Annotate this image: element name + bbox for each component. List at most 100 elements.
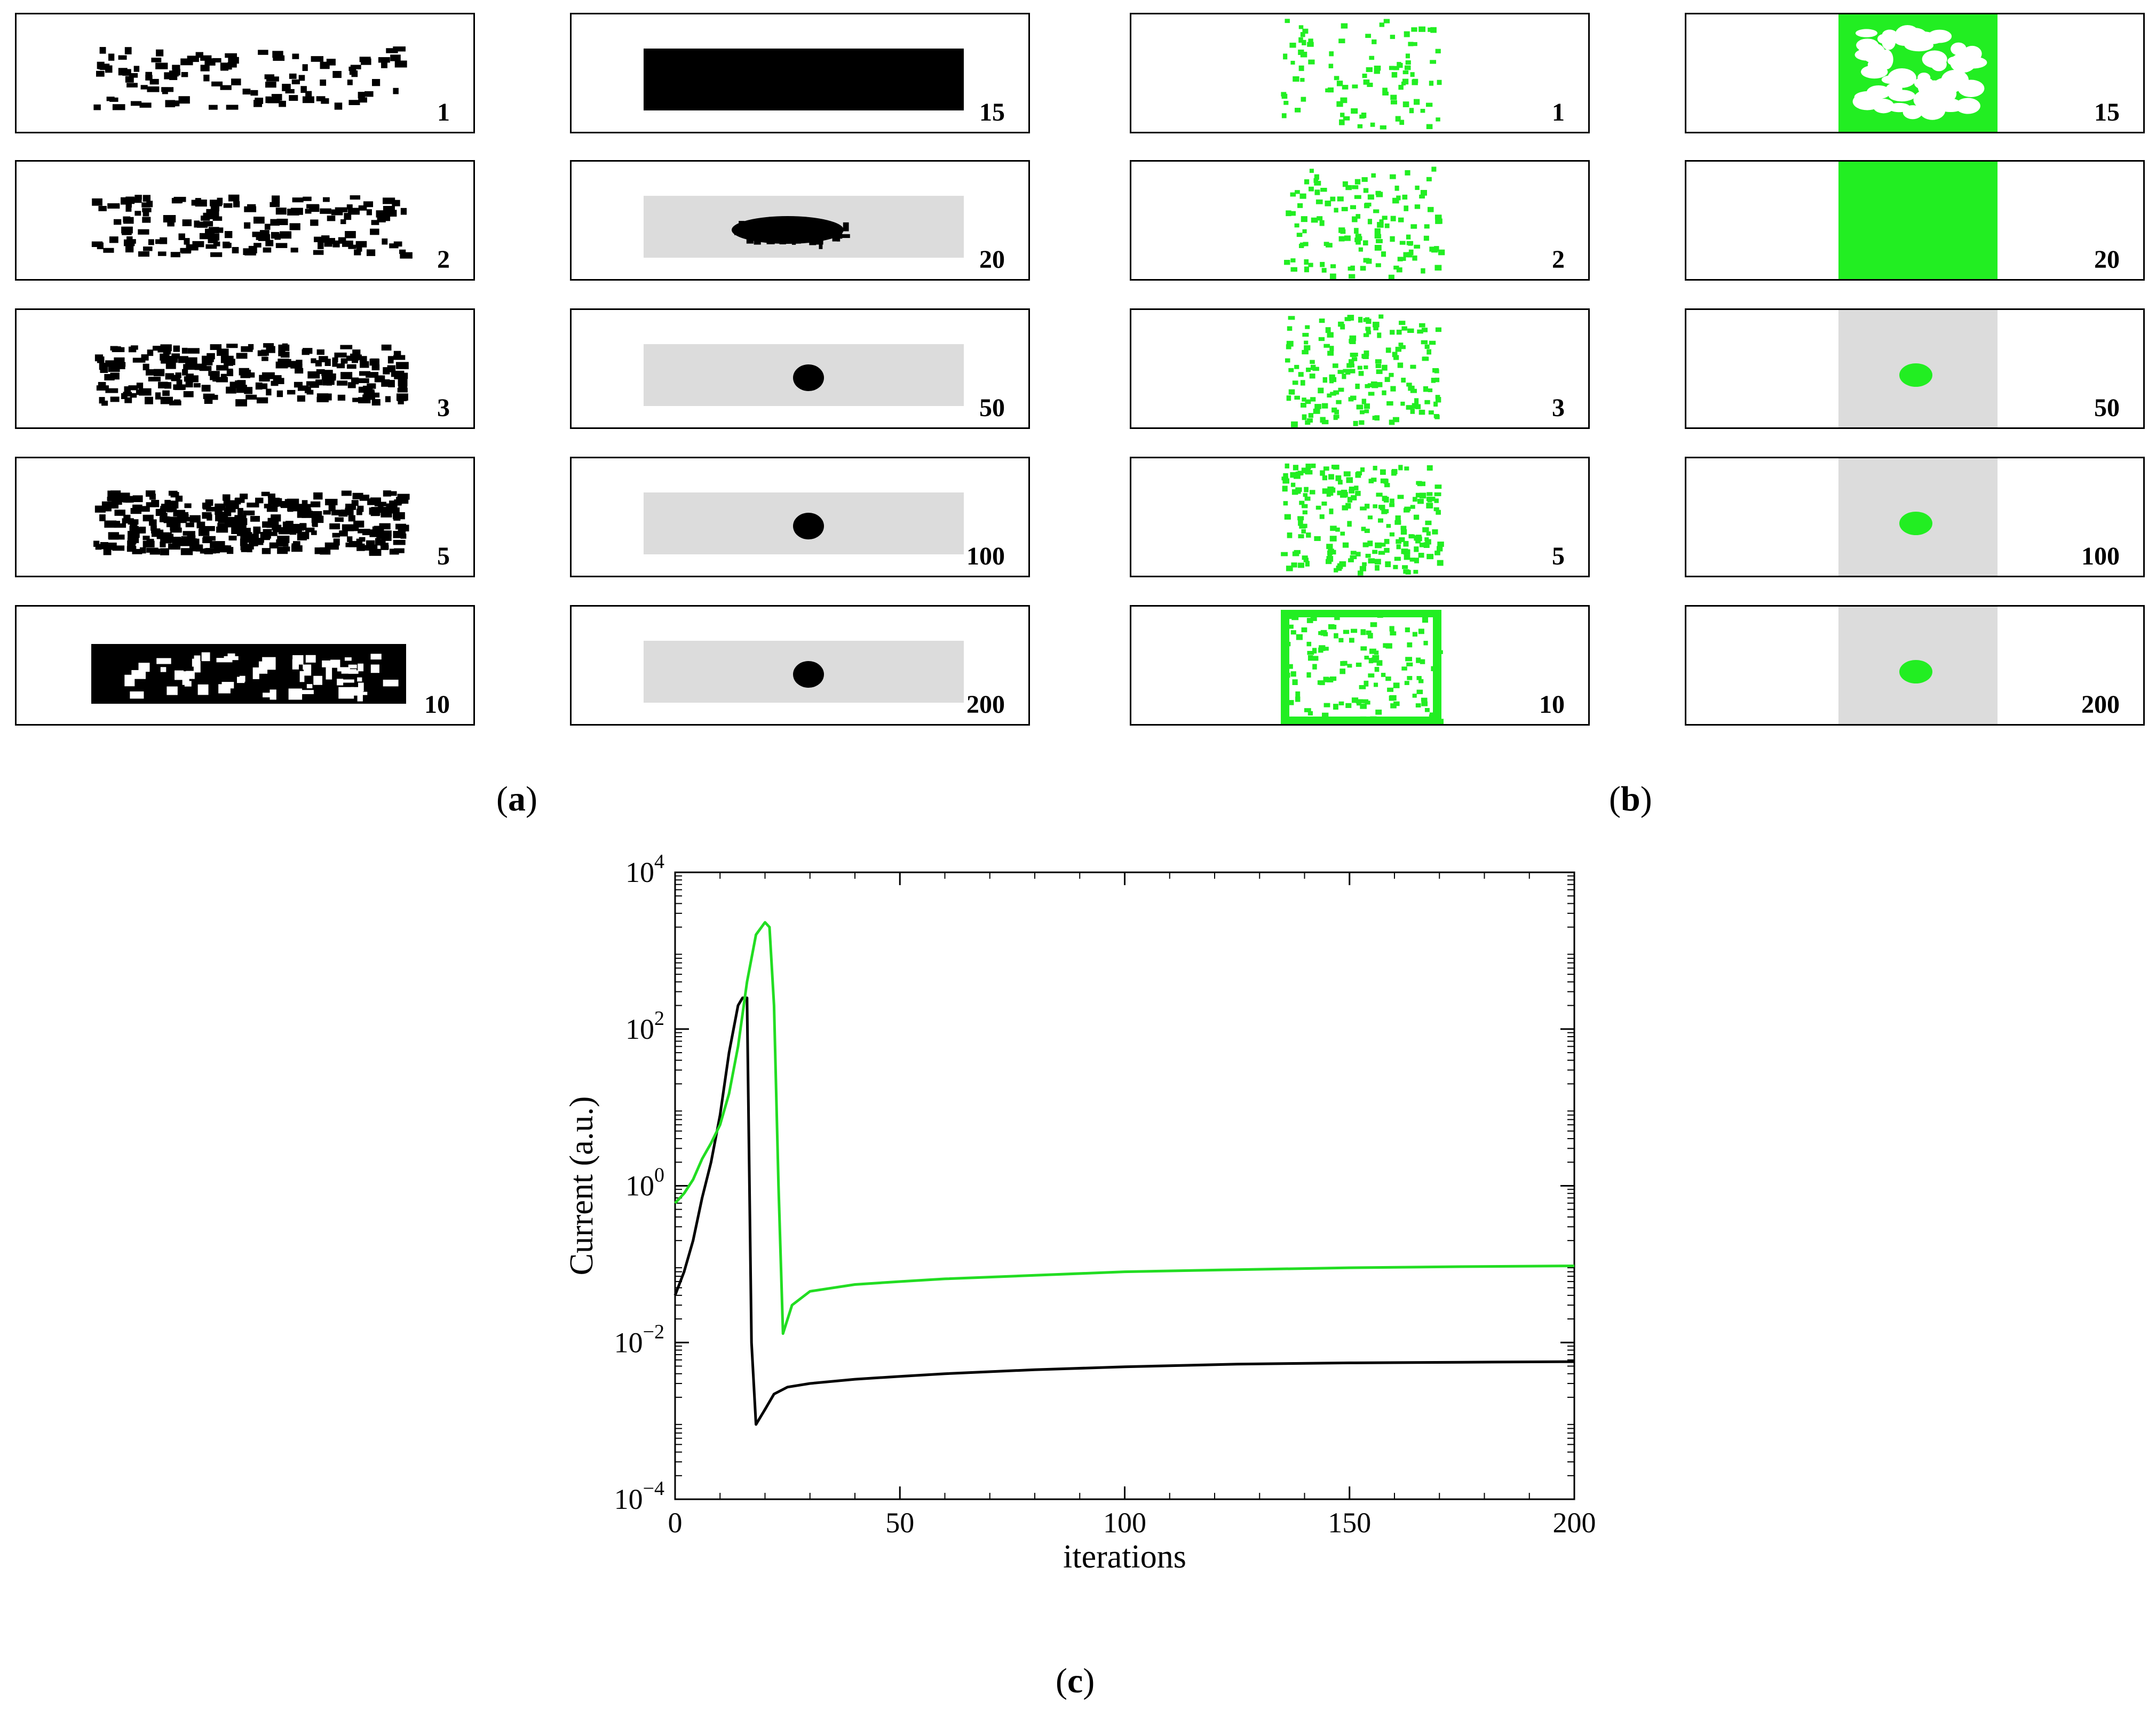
iteration-label: 5 (437, 542, 450, 570)
defect-cell (1395, 515, 1401, 521)
defect-cell (1406, 383, 1412, 387)
defect-cell (178, 96, 190, 104)
defect-cell (160, 396, 173, 404)
defect-cell (1422, 356, 1429, 361)
defect-cell (1358, 371, 1364, 376)
filament-cell (842, 234, 850, 238)
snapshot-image (1838, 14, 1998, 132)
snapshot-image (1838, 607, 1998, 724)
defect-cell (366, 209, 372, 216)
defect-cell (1318, 337, 1325, 341)
defect-cell (261, 548, 271, 554)
snapshot-image (91, 194, 413, 259)
defect-cell (1434, 498, 1439, 503)
void-cell (383, 679, 399, 687)
defect-cell (324, 241, 332, 247)
defect-cell (1377, 518, 1383, 523)
defect-cell (1389, 419, 1395, 425)
y-tick-label: 10−2 (614, 1321, 664, 1358)
filament-cell (788, 224, 795, 229)
defect-cell (1329, 508, 1334, 514)
defect-cell (96, 70, 105, 77)
defect-cell (1303, 493, 1308, 497)
filament-cell (748, 228, 753, 237)
defect-cell (381, 61, 387, 68)
defect-cell (397, 494, 410, 500)
defect-cell (1364, 403, 1370, 409)
filament-cell (734, 227, 742, 235)
defect-cell (1423, 542, 1430, 548)
defect-cell (346, 355, 359, 361)
defect-cell (1292, 679, 1298, 686)
defect-cell (1329, 378, 1334, 384)
defect-cell (1421, 340, 1428, 345)
defect-cell (1402, 565, 1408, 569)
defect-cell (236, 353, 248, 359)
defect-cell (1394, 556, 1401, 561)
simulation-panels: 1 2 3 5 10 15 20 50 100 200 1 2 3 5 10 15 20 50 100 200 (0, 0, 2156, 758)
defect-cell (287, 389, 296, 395)
defect-cell (141, 202, 150, 208)
defect-cell (1434, 246, 1439, 252)
defect-cell (1333, 704, 1338, 710)
defect-cell (386, 48, 398, 53)
defect-cell (1413, 99, 1420, 105)
defect-cell (276, 390, 283, 397)
defect-cell (399, 249, 406, 254)
defect-cell (1285, 19, 1290, 23)
defect-cell (1370, 122, 1375, 127)
defect-cell (1304, 259, 1309, 265)
defect-cell (1436, 117, 1440, 122)
defect-cell (1322, 475, 1328, 481)
snapshot-image (93, 490, 410, 556)
defect-cell (393, 515, 401, 521)
defect-cell (1426, 124, 1433, 129)
defect-cell (1359, 420, 1365, 425)
defect-cell (1356, 238, 1361, 245)
defect-cell (217, 348, 229, 356)
defect-cell (112, 500, 122, 505)
defect-cell (1349, 274, 1356, 279)
snapshot-frame: 50 (570, 308, 1030, 429)
defect-cell (1359, 685, 1366, 689)
defect-cell (214, 541, 225, 548)
defect-cell (313, 250, 324, 255)
defect-cell (1360, 646, 1367, 651)
defect-cell (228, 535, 237, 540)
defect-cell (177, 512, 189, 517)
defect-cell (377, 217, 386, 222)
defect-cell (247, 503, 259, 508)
defect-cell (1408, 249, 1414, 256)
filament-cell (809, 238, 817, 245)
defect-cell (1315, 505, 1321, 510)
defect-cell (1340, 531, 1345, 536)
filament-cell (739, 221, 745, 230)
defect-cell (1336, 81, 1343, 86)
defect-cell (278, 351, 286, 356)
defect-cell (110, 490, 121, 498)
defect-cell (1423, 641, 1428, 646)
snapshot-frame: 50 (1685, 308, 2145, 429)
defect-cell (318, 242, 324, 250)
defect-cell (1346, 477, 1353, 483)
snapshot-image (1281, 610, 1444, 724)
defect-cell (1343, 630, 1350, 634)
defect-cell (288, 499, 297, 506)
defect-cell (1349, 339, 1356, 344)
defect-cell (310, 501, 321, 507)
defect-cell (311, 530, 317, 535)
defect-cell (169, 75, 178, 81)
defect-cell (1310, 360, 1315, 364)
defect-cell (395, 523, 406, 530)
defect-cell (1390, 498, 1394, 504)
defect-cell (1385, 347, 1391, 353)
defect-cell (1419, 323, 1425, 328)
defect-cell (273, 375, 282, 381)
defect-cell (205, 506, 218, 512)
defect-cell (372, 79, 381, 86)
x-axis-title: iterations (1063, 1539, 1186, 1575)
defect-cell (1368, 673, 1375, 678)
defect-cell (1304, 266, 1309, 273)
defect-cell (1377, 332, 1382, 338)
defect-cell (181, 347, 188, 354)
